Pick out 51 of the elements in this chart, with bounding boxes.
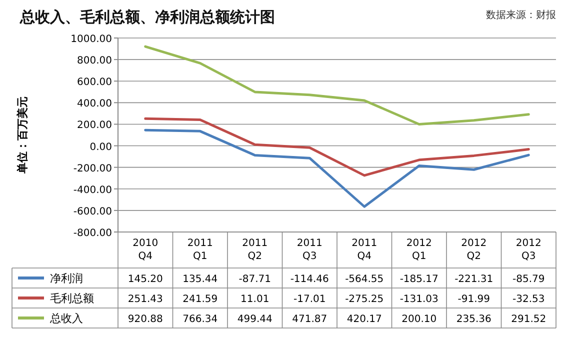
line-series (144, 117, 530, 177)
x-tick-label: 2011 Q3 (296, 238, 322, 262)
x-tick-label: 2011 Q2 (242, 238, 268, 262)
data-label: 291.52 (511, 314, 546, 325)
data-label: 499.44 (237, 314, 272, 325)
data-label: -185.17 (400, 274, 438, 285)
y-tick-label: 800.00 (77, 56, 112, 67)
data-label: 766.34 (182, 314, 218, 325)
x-tick-label: 2012 Q3 (516, 238, 542, 262)
x-tick-label: 2011 Q4 (352, 238, 378, 262)
x-tick-label: 2010 Q4 (132, 238, 158, 262)
data-label: 920.88 (128, 314, 163, 325)
y-tick-label: -600.00 (73, 206, 112, 218)
data-label: 251.43 (128, 294, 163, 305)
data-label: 145.20 (128, 274, 163, 285)
legend-label: 净利润 (50, 272, 83, 285)
data-label: -87.71 (238, 274, 271, 285)
y-tick-label: 1000.00 (70, 34, 112, 45)
line-series (144, 45, 530, 126)
data-label: 471.87 (292, 314, 328, 325)
data-label: -85.79 (512, 274, 545, 285)
y-tick-label: 600.00 (77, 77, 112, 88)
data-label: -32.53 (512, 294, 545, 305)
data-label: -114.46 (290, 274, 329, 285)
y-tick-label: 400.00 (77, 98, 112, 110)
y-tick-label: 0.00 (90, 142, 112, 153)
data-label: -564.55 (345, 274, 384, 285)
legend-label: 毛利总额 (50, 292, 94, 305)
chart-title: 总收入、毛利总额、净利润总额统计图 (19, 8, 275, 26)
data-label: 11.01 (240, 294, 270, 305)
y-tick-label: -200.00 (73, 163, 112, 174)
data-label: 420.17 (346, 314, 382, 325)
legend-label: 总收入 (49, 312, 83, 325)
y-axis-title: 单位：百万美元 (16, 96, 29, 174)
x-tick-label: 2012 Q2 (461, 238, 487, 262)
y-tick-label: 200.00 (77, 120, 112, 132)
y-tick-label: -800.00 (73, 228, 112, 239)
y-tick-label: -400.00 (73, 184, 112, 196)
data-label: -275.25 (345, 294, 384, 305)
data-label: 235.36 (456, 314, 492, 325)
data-label: 241.59 (182, 294, 218, 305)
data-label: -17.01 (294, 294, 326, 305)
data-label: 200.10 (402, 314, 437, 325)
data-label: -221.31 (454, 274, 494, 285)
x-tick-label: 2011 Q1 (187, 238, 213, 262)
data-label: -131.03 (400, 294, 438, 305)
source-note: 数据来源：财报 (486, 9, 556, 21)
line-series (144, 128, 530, 208)
data-label: -91.99 (458, 294, 490, 305)
x-tick-label: 2012 Q1 (406, 238, 432, 262)
data-label: 135.44 (182, 274, 218, 285)
